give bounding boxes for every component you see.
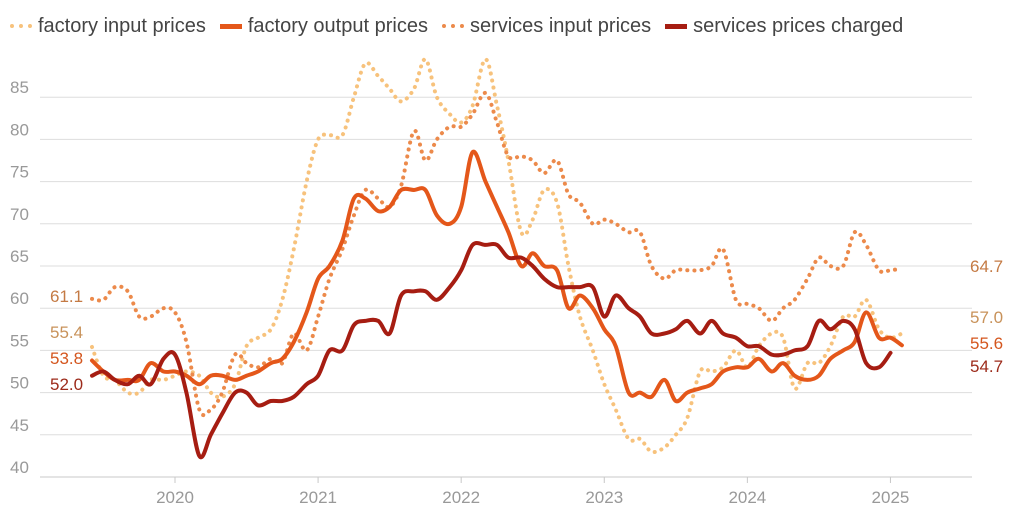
y-tick-label-40: 40 bbox=[10, 458, 29, 477]
x-tick-label-2022: 2022 bbox=[442, 488, 480, 507]
legend-item-services-charged: services prices charged bbox=[665, 15, 903, 38]
y-tick-label-85: 85 bbox=[10, 78, 29, 97]
y-tick-label-75: 75 bbox=[10, 163, 29, 182]
series-value-labels: 55.4 57.0 53.8 55.6 61.1 64.7 52.0 54.7 bbox=[50, 257, 1003, 394]
y-tick-label-50: 50 bbox=[10, 374, 29, 393]
legend-label-services-charged: services prices charged bbox=[693, 14, 904, 37]
start-label-services-prices-charged: 52.0 bbox=[50, 375, 83, 394]
series-line-factory-output-prices bbox=[90, 149, 904, 404]
legend-item-factory-input: factory input prices bbox=[10, 15, 206, 38]
x-tick-label-2024: 2024 bbox=[728, 488, 766, 507]
end-label-factory-output-prices: 55.6 bbox=[970, 334, 1003, 353]
legend-swatch-services-input bbox=[441, 24, 464, 28]
y-axis-ticks: 40 45 50 55 60 65 70 75 80 85 bbox=[10, 78, 29, 477]
legend-label-factory-input: factory input prices bbox=[38, 14, 206, 37]
x-axis-ticks: 2020 2021 2022 2023 2024 2025 bbox=[156, 477, 909, 507]
y-tick-label-60: 60 bbox=[10, 289, 29, 308]
x-tick-label-2020: 2020 bbox=[156, 488, 194, 507]
series-line-services-prices-charged bbox=[90, 241, 893, 460]
start-label-services-input-prices: 61.1 bbox=[50, 287, 83, 306]
end-label-factory-input-prices: 57.0 bbox=[970, 308, 1003, 327]
legend-swatch-factory-input bbox=[10, 24, 32, 28]
legend-item-factory-output: factory output prices bbox=[219, 14, 428, 38]
start-label-factory-output-prices: 53.8 bbox=[50, 349, 83, 368]
start-label-factory-input-prices: 55.4 bbox=[50, 323, 83, 342]
legend-label-services-input: services input prices bbox=[469, 14, 652, 37]
legend: factory input prices factory output pric… bbox=[10, 12, 917, 40]
legend-label-factory-output: factory output prices bbox=[247, 14, 428, 37]
legend-swatch-factory-output bbox=[219, 23, 242, 29]
y-tick-label-80: 80 bbox=[10, 120, 29, 139]
gridlines bbox=[40, 96, 972, 478]
x-tick-label-2021: 2021 bbox=[299, 488, 337, 507]
y-tick-label-65: 65 bbox=[10, 247, 29, 266]
x-tick-label-2025: 2025 bbox=[872, 488, 910, 507]
end-label-services-input-prices: 64.7 bbox=[970, 257, 1003, 276]
legend-item-services-input: services input prices bbox=[441, 14, 652, 38]
legend-swatch-services-charged bbox=[665, 23, 688, 29]
series-line-services-input-prices bbox=[90, 91, 904, 418]
x-tick-label-2023: 2023 bbox=[585, 488, 623, 507]
y-tick-label-70: 70 bbox=[10, 205, 29, 224]
y-tick-label-55: 55 bbox=[10, 331, 29, 350]
end-label-services-prices-charged: 54.7 bbox=[970, 357, 1003, 376]
y-tick-label-45: 45 bbox=[10, 416, 29, 435]
series-lines bbox=[90, 57, 904, 460]
